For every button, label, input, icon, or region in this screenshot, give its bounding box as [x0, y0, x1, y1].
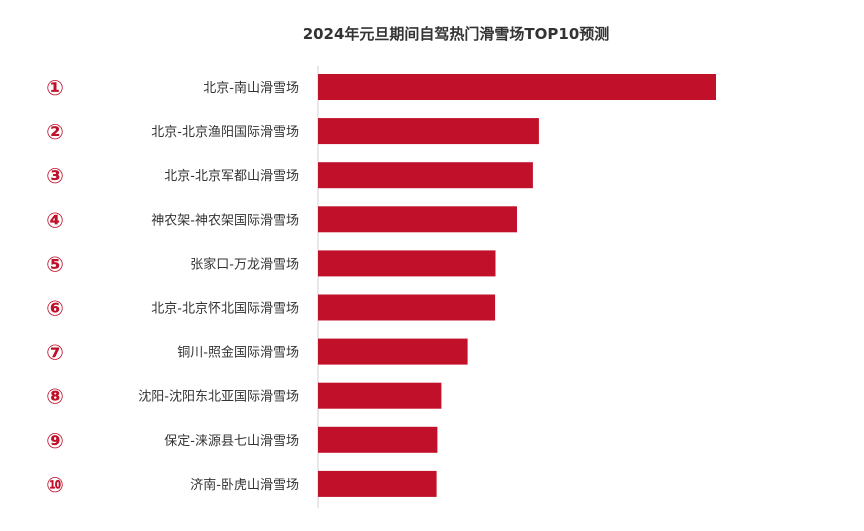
rank-badge-3: ③ — [46, 164, 64, 188]
bar-2 — [318, 118, 539, 145]
rank-badge-7: ⑦ — [46, 341, 64, 365]
rank-badge-9: ⑨ — [46, 429, 64, 453]
bar-8 — [318, 382, 442, 409]
category-label-3: 北京-北京军都山滑雪场 — [164, 169, 299, 184]
rank-badge-1: ① — [46, 76, 64, 100]
category-label-7: 铜川-照金国际滑雪场 — [177, 345, 299, 361]
bar-5 — [318, 250, 496, 277]
category-label-5: 张家口-万龙滑雪场 — [190, 256, 299, 272]
category-label-9: 保定-涞源县七山滑雪场 — [164, 434, 299, 449]
bar-10 — [318, 470, 437, 497]
bar-3 — [318, 162, 533, 189]
bar-7 — [318, 338, 468, 365]
bar-9 — [318, 426, 438, 453]
chart-title: 2024年元旦期间自驾热门滑雪场TOP10预测 — [303, 25, 610, 43]
bar-1 — [318, 74, 716, 100]
category-label-4: 神农架-神农架国际滑雪场 — [151, 213, 299, 228]
chart-marks: 北京-南山滑雪场 ① 北京-北京渔阳国际滑雪场 ② 北京-北京军都山滑雪场 ③ 神农架-神农… — [46, 74, 716, 497]
category-label-8: 沈阳-沈阳东北亚国际滑雪场 — [138, 390, 299, 405]
rank-badge-6: ⑥ — [46, 297, 64, 321]
rank-badge-10: ⑩ — [46, 473, 64, 497]
category-label-2: 北京-北京渔阳国际滑雪场 — [151, 125, 299, 140]
rank-badge-8: ⑧ — [46, 385, 64, 409]
bar-4 — [318, 206, 517, 233]
rank-badge-5: ⑤ — [46, 252, 64, 276]
bar-6 — [318, 294, 496, 321]
rank-badge-4: ④ — [46, 208, 64, 232]
rank-badge-2: ② — [46, 120, 64, 144]
category-label-1: 北京-南山滑雪场 — [203, 80, 299, 96]
category-label-6: 北京-北京怀北国际滑雪场 — [151, 302, 299, 317]
category-label-10: 济南-卧虎山滑雪场 — [190, 477, 299, 493]
